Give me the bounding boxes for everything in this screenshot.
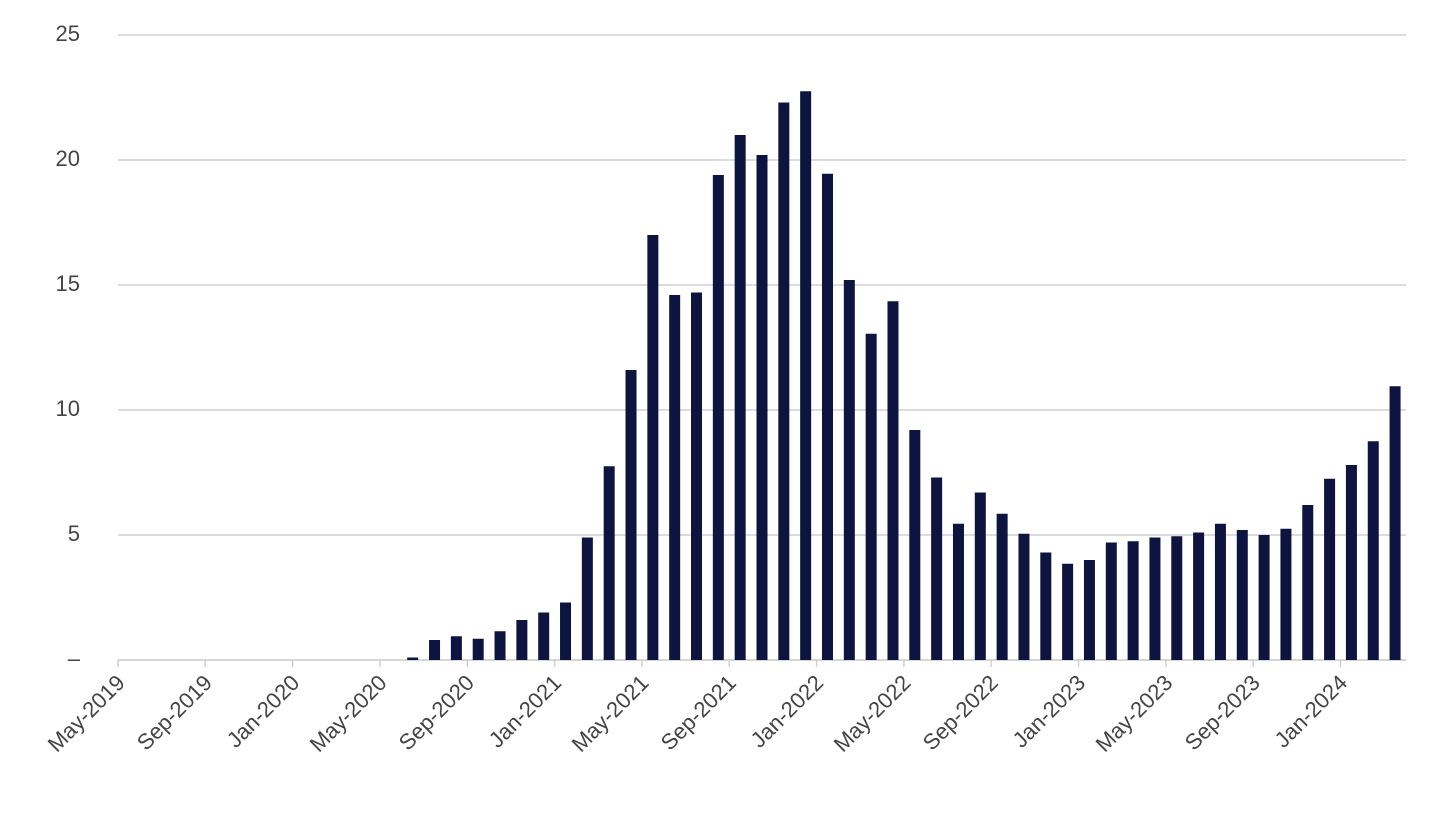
bar [603,466,615,660]
x-tick-label: Sep-2021 [656,670,741,755]
bar [1302,505,1314,660]
y-tick-label: – [68,646,81,671]
bar [1062,563,1074,660]
bar [1367,441,1379,660]
bar [1193,532,1205,660]
bar [1345,465,1357,660]
bar [1105,542,1117,660]
bar [1236,530,1248,660]
bar [1040,552,1052,660]
bar [691,292,703,660]
bar [407,657,419,660]
bar [647,235,659,660]
x-tick-label: Jan-2023 [1008,670,1091,753]
x-tick-label: Jan-2024 [1270,670,1353,753]
x-tick-label: May-2019 [43,670,130,757]
bar [450,636,462,660]
x-tick-label: Sep-2023 [1180,670,1265,755]
bar [472,638,484,660]
bar [887,301,899,660]
x-tick-label: Jan-2020 [222,670,305,753]
bar [560,602,572,660]
bar [931,477,943,660]
x-tick-label: May-2022 [829,670,916,757]
bar [1258,535,1270,660]
bar [1214,523,1226,660]
x-tick-label: Jan-2022 [746,670,829,753]
bar [581,537,593,660]
bar [756,155,768,660]
bar [429,640,441,660]
bar [516,620,528,660]
bar [1280,528,1292,660]
bar [1171,536,1183,660]
y-tick-label: 10 [56,396,80,421]
bar [1149,537,1161,660]
bar [821,173,833,660]
bar [778,102,790,660]
bar [734,135,746,660]
x-tick-label: Jan-2021 [484,670,567,753]
bar [843,280,855,660]
bar [865,333,877,660]
x-tick-label: May-2021 [567,670,654,757]
x-tick-label: May-2023 [1091,670,1178,757]
x-tick-label: Sep-2020 [394,670,479,755]
y-tick-label: 5 [68,521,80,546]
bar [1324,478,1336,660]
bar [494,631,506,660]
bar [625,370,637,660]
bar [1389,386,1401,660]
bar [909,430,921,660]
bar [974,492,986,660]
bar [538,612,550,660]
y-tick-label: 15 [56,271,80,296]
y-tick-label: 20 [56,146,80,171]
bar [800,91,812,660]
bar [1083,560,1095,660]
bar [952,523,964,660]
bar [712,175,724,660]
bar [996,513,1008,660]
bar [1127,541,1139,660]
bar [669,295,681,660]
bar [1018,533,1030,660]
x-tick-label: Sep-2022 [918,670,1003,755]
y-tick-label: 25 [56,21,80,46]
x-tick-label: Sep-2019 [132,670,217,755]
x-tick-label: May-2020 [305,670,392,757]
